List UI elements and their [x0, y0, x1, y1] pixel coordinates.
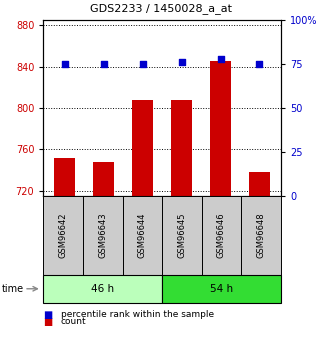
Bar: [171, 100, 192, 196]
Bar: [249, 172, 270, 196]
Text: time: time: [2, 284, 24, 294]
Text: 46 h: 46 h: [91, 284, 114, 294]
Point: [140, 61, 145, 67]
Text: GSM96645: GSM96645: [178, 213, 187, 258]
Point: [218, 56, 223, 61]
Bar: [93, 162, 114, 196]
Text: ■: ■: [43, 310, 53, 320]
Text: GSM96648: GSM96648: [256, 213, 265, 258]
Bar: [54, 158, 75, 196]
Point: [62, 61, 67, 67]
Point: [179, 59, 184, 65]
Text: GDS2233 / 1450028_a_at: GDS2233 / 1450028_a_at: [90, 3, 231, 14]
Text: GSM96646: GSM96646: [217, 213, 226, 258]
Text: GSM96643: GSM96643: [98, 213, 107, 258]
Text: GSM96642: GSM96642: [59, 213, 68, 258]
Bar: [210, 61, 231, 196]
Point: [257, 61, 262, 67]
Text: count: count: [61, 317, 87, 326]
Text: 54 h: 54 h: [210, 284, 233, 294]
Bar: [132, 100, 153, 196]
Text: GSM96644: GSM96644: [138, 213, 147, 258]
Point: [101, 61, 106, 67]
Text: percentile rank within the sample: percentile rank within the sample: [61, 310, 214, 319]
Text: ■: ■: [43, 317, 53, 327]
